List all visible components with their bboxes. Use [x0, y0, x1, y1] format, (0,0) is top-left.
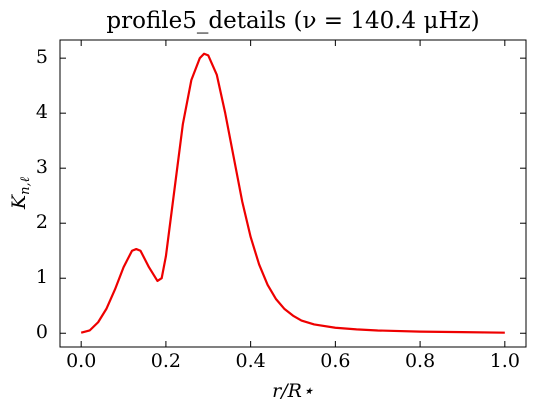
y-tick-label: 3 — [36, 156, 48, 178]
x-tick-label: 0.8 — [405, 350, 435, 372]
y-tick-label: 2 — [36, 211, 48, 233]
plot-frame — [59, 39, 527, 348]
x-tick-label: 1.0 — [490, 350, 520, 372]
x-tick-label: 0.4 — [236, 350, 266, 372]
y-tick-label: 4 — [36, 101, 48, 123]
data-line — [80, 52, 505, 334]
x-axis-label: r/R⋆ — [272, 380, 314, 402]
y-tick-label: 5 — [36, 46, 48, 68]
y-label-sub: n,ℓ — [18, 176, 33, 195]
y-axis-label-text: Kn,ℓ — [8, 176, 33, 210]
y-tick-label: 0 — [36, 321, 48, 343]
y-label-main: K — [8, 193, 30, 210]
x-tick-label: 0.2 — [151, 350, 181, 372]
chart-title: profile5_details (ν = 140.4 μHz) — [106, 8, 479, 34]
y-tick-label: 1 — [36, 266, 48, 288]
x-tick-label: 0.6 — [320, 350, 350, 372]
y-axis-label: Kn,ℓ — [8, 176, 33, 210]
x-tick-label: 0.0 — [66, 350, 96, 372]
